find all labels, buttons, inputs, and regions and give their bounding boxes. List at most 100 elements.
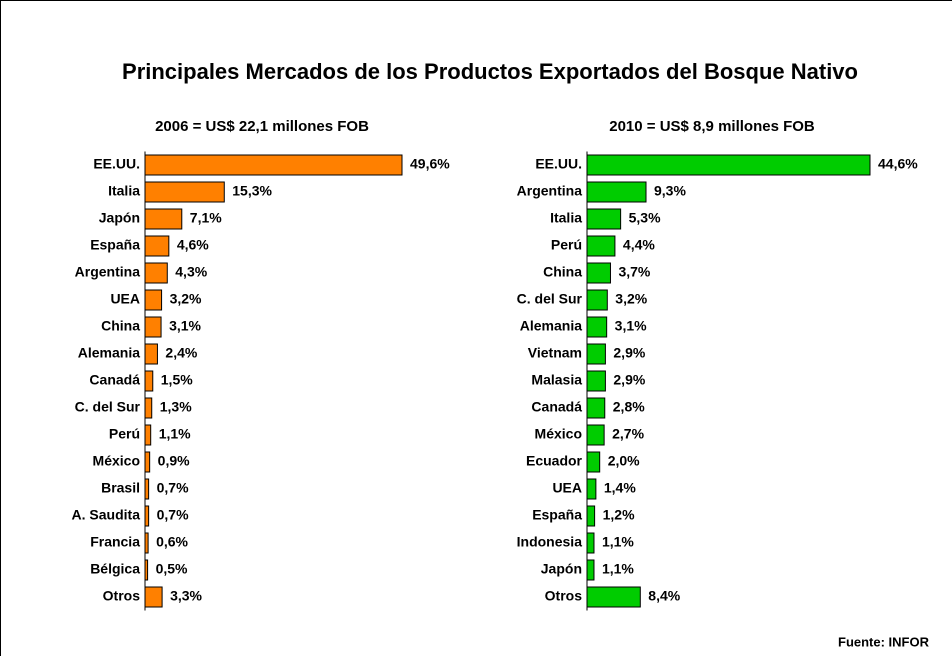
bar — [586, 289, 608, 311]
category-label: Alemania — [78, 345, 140, 361]
value-label: 2,9% — [613, 372, 645, 388]
category-label: Canadá — [531, 399, 582, 415]
bar — [586, 451, 601, 473]
value-label: 7,1% — [190, 210, 222, 226]
value-label: 4,3% — [175, 264, 207, 280]
category-label: Canadá — [89, 372, 140, 388]
value-label: 0,7% — [157, 507, 189, 523]
value-label: 3,1% — [615, 318, 647, 334]
value-label: 8,4% — [648, 588, 680, 604]
bar — [586, 505, 596, 527]
bar — [144, 478, 150, 500]
value-label: 9,3% — [654, 183, 686, 199]
category-label: Argentina — [517, 183, 583, 199]
bar — [144, 316, 162, 338]
category-label: A. Saudita — [72, 507, 141, 523]
chart-subtitle: 2010 = US$ 8,9 millones FOB — [609, 118, 815, 135]
category-label: México — [93, 453, 140, 469]
value-label: 1,3% — [160, 399, 192, 415]
bar — [586, 397, 606, 419]
value-label: 3,2% — [615, 291, 647, 307]
value-label: 0,9% — [158, 453, 190, 469]
category-label: Indonesia — [517, 534, 583, 550]
bar — [144, 586, 163, 608]
bar — [586, 532, 595, 554]
value-label: 2,4% — [165, 345, 197, 361]
category-label: Vietnam — [528, 345, 582, 361]
value-label: 2,0% — [608, 453, 640, 469]
value-label: 3,1% — [169, 318, 201, 334]
category-label: Italia — [550, 210, 582, 226]
value-label: 0,7% — [157, 480, 189, 496]
value-label: 15,3% — [232, 183, 272, 199]
bar — [586, 154, 871, 176]
bar — [586, 559, 595, 581]
bar — [586, 370, 606, 392]
category-label: EE.UU. — [93, 156, 140, 172]
bar — [144, 235, 170, 257]
category-label: España — [532, 507, 582, 523]
value-label: 1,2% — [603, 507, 635, 523]
bar — [586, 262, 611, 284]
chart-title: Principales Mercados de los Productos Ex… — [122, 59, 858, 84]
value-label: 1,1% — [602, 561, 634, 577]
source: Fuente: INFOR — [838, 634, 930, 649]
value-label: 3,7% — [618, 264, 650, 280]
bar — [586, 343, 606, 365]
bar — [144, 208, 183, 230]
category-label: Alemania — [520, 318, 582, 334]
category-label: UEA — [110, 291, 140, 307]
value-label: 1,5% — [161, 372, 193, 388]
category-label: China — [543, 264, 582, 280]
category-label: Japón — [541, 561, 582, 577]
bar — [144, 451, 151, 473]
value-label: 3,2% — [170, 291, 202, 307]
value-label: 44,6% — [878, 156, 918, 172]
category-label: UEA — [552, 480, 582, 496]
value-label: 1,4% — [604, 480, 636, 496]
category-label: Brasil — [101, 480, 140, 496]
bar — [144, 505, 150, 527]
category-label: Perú — [109, 426, 140, 442]
category-label: Malasia — [531, 372, 582, 388]
value-label: 0,5% — [156, 561, 188, 577]
category-label: Italia — [108, 183, 140, 199]
value-label: 4,6% — [177, 237, 209, 253]
category-label: Ecuador — [526, 453, 583, 469]
value-label: 49,6% — [410, 156, 450, 172]
value-label: 2,9% — [613, 345, 645, 361]
category-label: Otros — [103, 588, 141, 604]
bar — [586, 316, 608, 338]
value-label: 5,3% — [629, 210, 661, 226]
value-label: 0,6% — [156, 534, 188, 550]
bar — [586, 235, 616, 257]
category-label: Otros — [545, 588, 583, 604]
category-label: México — [535, 426, 582, 442]
bar — [144, 154, 403, 176]
chart-subtitle: 2006 = US$ 22,1 millones FOB — [155, 118, 369, 135]
category-label: EE.UU. — [535, 156, 582, 172]
bar — [586, 586, 641, 608]
bar — [144, 262, 168, 284]
category-label: China — [101, 318, 140, 334]
bar — [586, 181, 647, 203]
category-label: C. del Sur — [517, 291, 583, 307]
value-label: 4,4% — [623, 237, 655, 253]
bar — [144, 424, 152, 446]
category-label: Japón — [99, 210, 140, 226]
bar — [144, 289, 163, 311]
bar — [586, 424, 605, 446]
bar — [586, 208, 622, 230]
category-label: C. del Sur — [75, 399, 141, 415]
bar — [144, 397, 153, 419]
value-label: 2,8% — [613, 399, 645, 415]
bar — [144, 370, 154, 392]
value-label: 2,7% — [612, 426, 644, 442]
category-label: Perú — [551, 237, 582, 253]
category-label: Argentina — [75, 264, 141, 280]
category-label: España — [90, 237, 140, 253]
value-label: 1,1% — [602, 534, 634, 550]
